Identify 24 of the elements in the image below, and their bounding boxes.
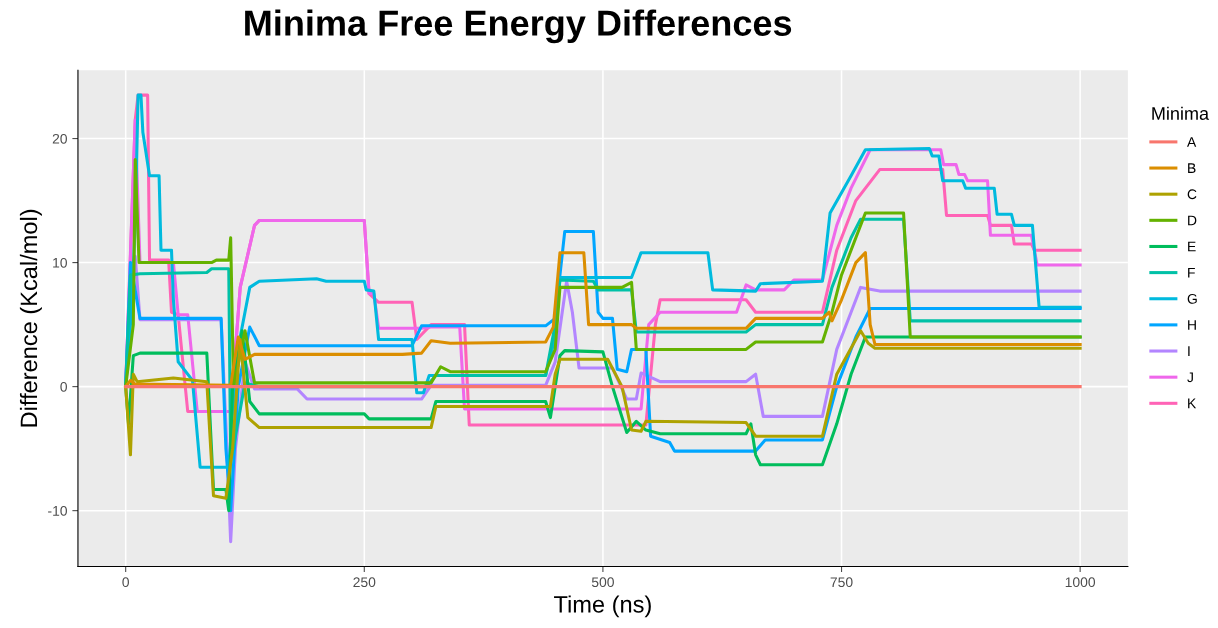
- x-axis-title: Time (ns): [554, 595, 651, 618]
- y-tick-label: 20: [52, 133, 67, 144]
- legend-label: C: [1187, 189, 1197, 200]
- legend-title: Minima: [1152, 106, 1210, 120]
- y-tick-label: 0: [60, 381, 67, 392]
- legend-label: A: [1187, 137, 1197, 147]
- y-tick-label: -10: [48, 505, 67, 516]
- x-tick-label: 250: [353, 577, 376, 588]
- chart-title: Minima Free Energy Differences: [245, 9, 792, 44]
- legend-label: J: [1187, 372, 1193, 383]
- legend-label: B: [1188, 163, 1196, 173]
- legend-label: H: [1188, 320, 1196, 330]
- y-axis-title: Difference (Kcal/mol): [19, 209, 42, 427]
- legend-label: I: [1188, 346, 1190, 356]
- legend-label: E: [1188, 241, 1196, 252]
- y-tick-label: 10: [53, 257, 67, 268]
- legend-label: G: [1187, 293, 1197, 304]
- legend-label: F: [1188, 267, 1195, 278]
- x-tick-label: 500: [591, 577, 614, 588]
- legend-label: K: [1188, 398, 1197, 409]
- x-tick-label: 750: [830, 577, 853, 588]
- x-tick-label: 1000: [1065, 577, 1096, 588]
- legend-label: D: [1188, 215, 1197, 226]
- x-tick-label: 0: [122, 577, 129, 588]
